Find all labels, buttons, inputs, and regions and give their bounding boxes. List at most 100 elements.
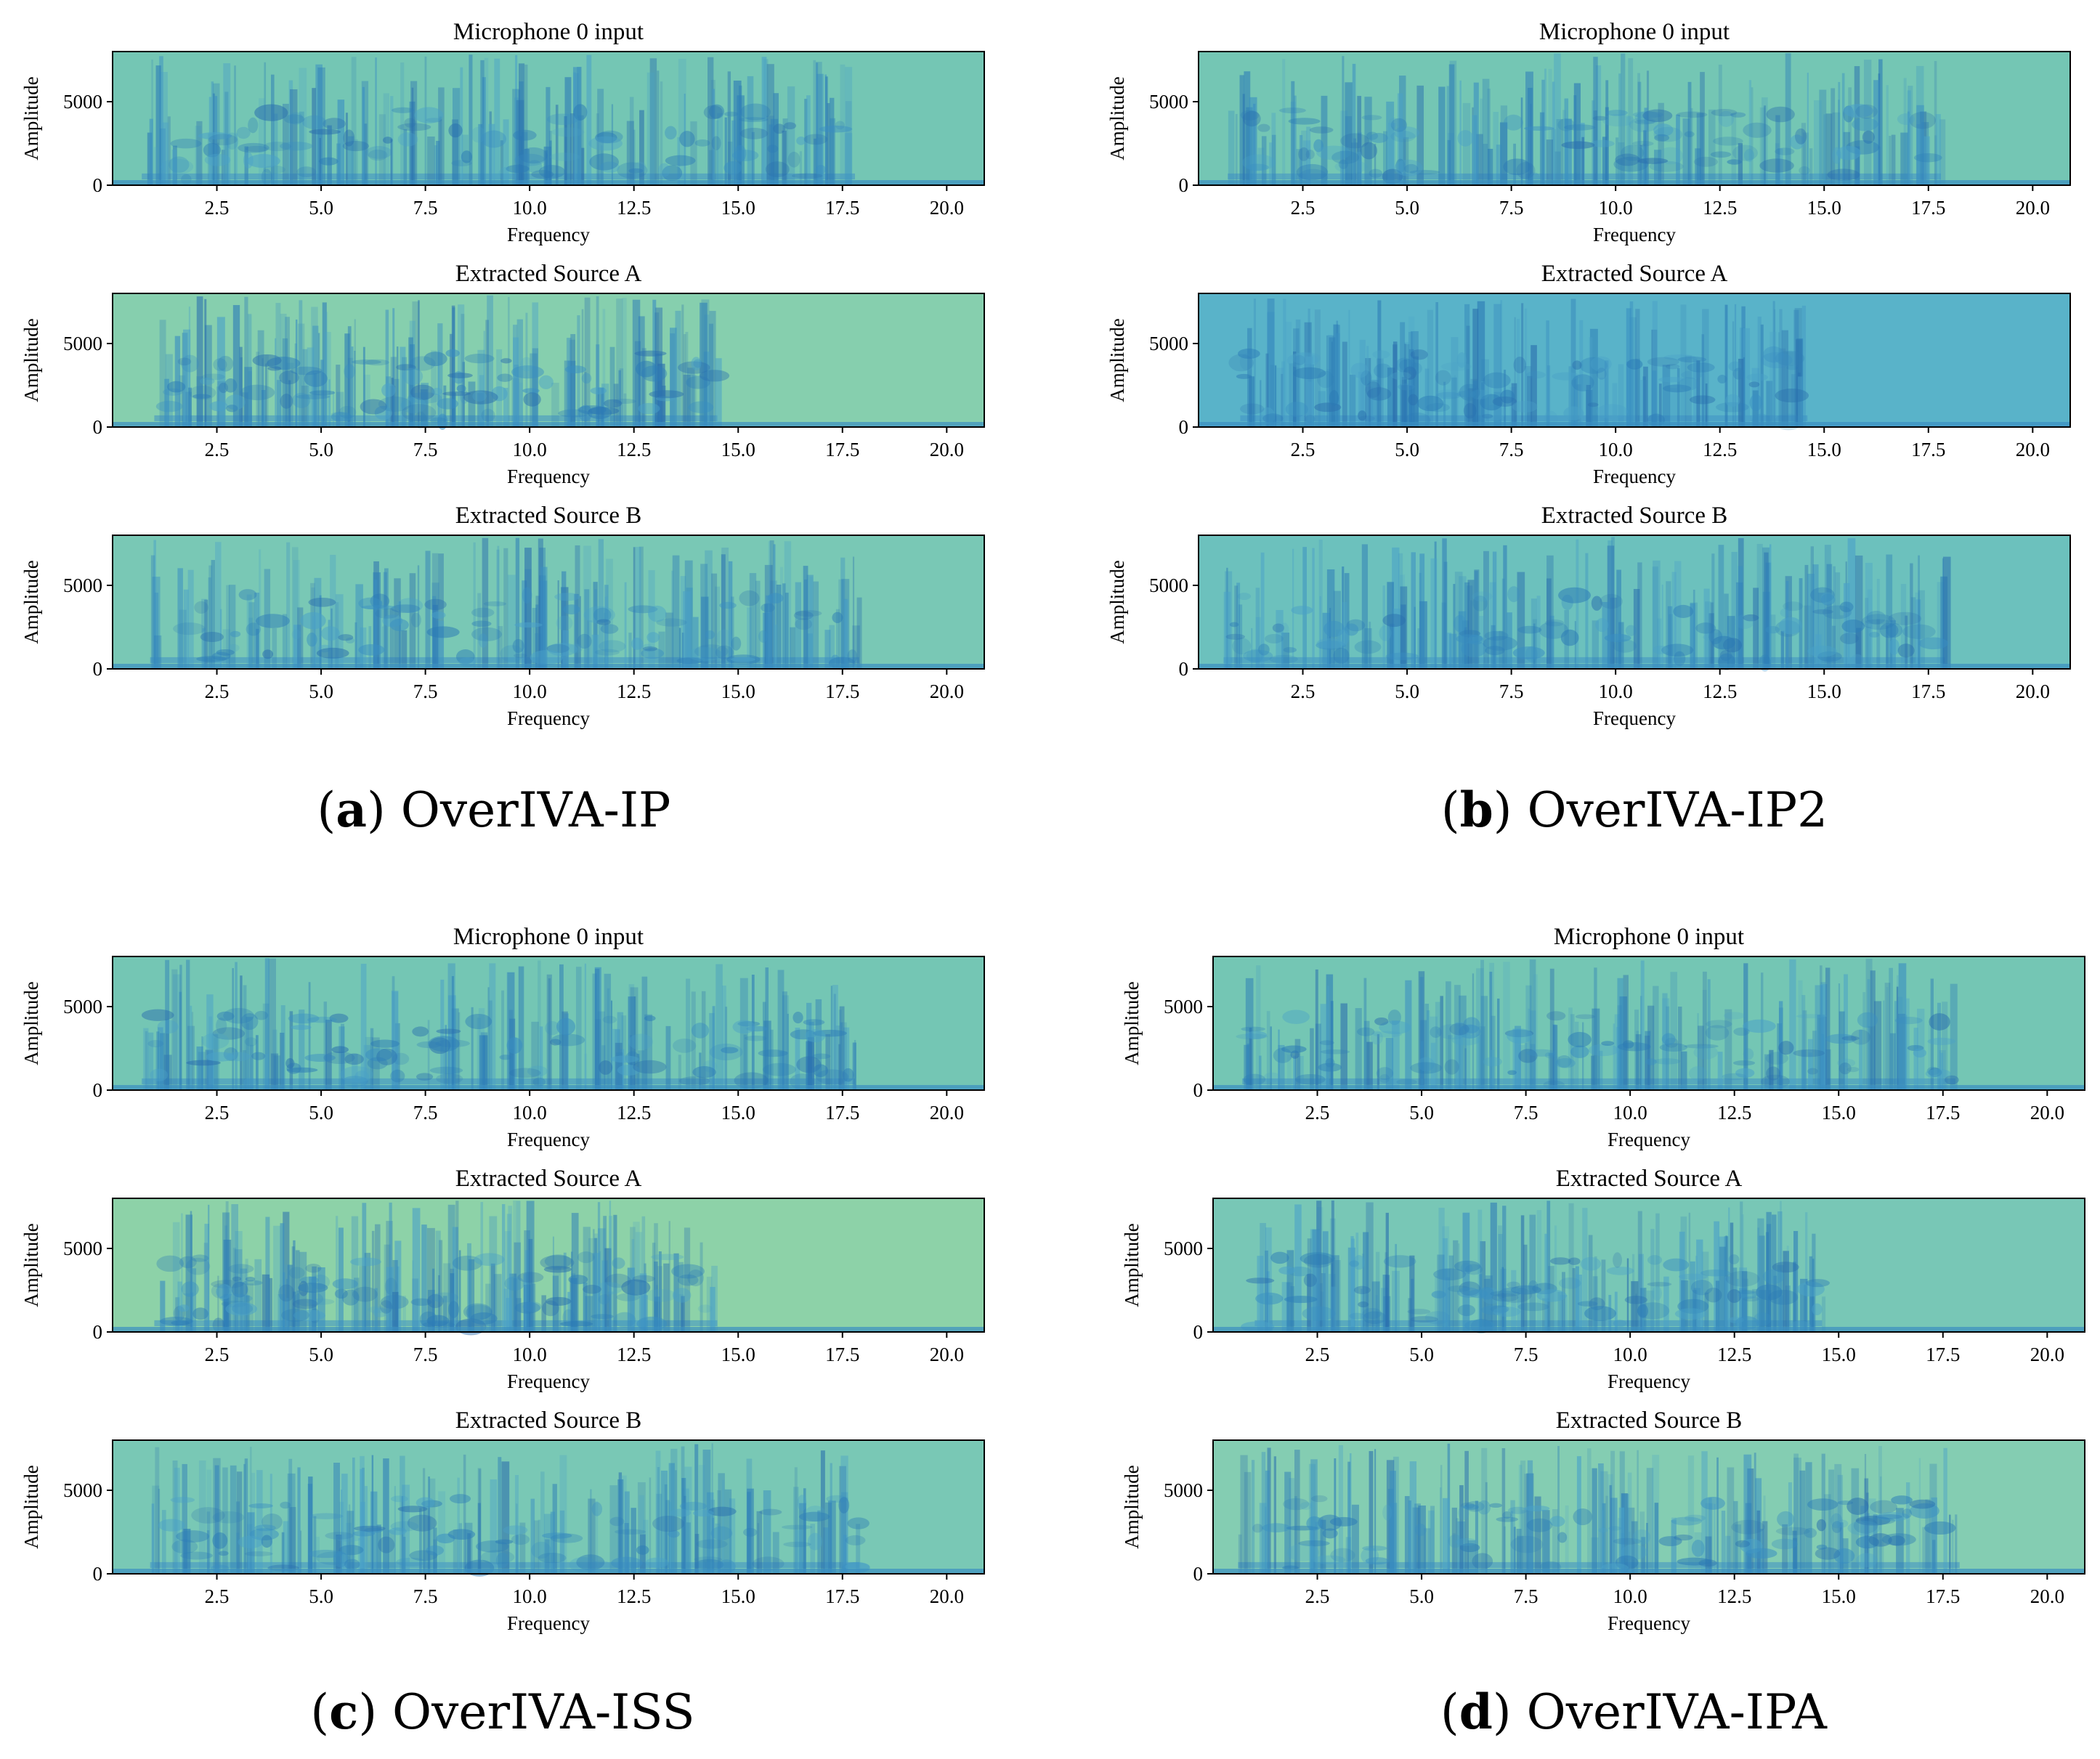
formant-blob	[194, 601, 208, 614]
formant-blob	[1373, 1031, 1402, 1038]
formant-blob	[1510, 1535, 1544, 1553]
formant-blob	[1463, 1504, 1479, 1511]
formant-blob	[404, 118, 416, 128]
energy-stripe	[1779, 1001, 1783, 1090]
energy-stripe	[396, 346, 399, 427]
formant-blob	[192, 394, 211, 399]
formant-blob	[1759, 158, 1794, 173]
energy-stripe	[1592, 620, 1599, 669]
energy-stripe	[1743, 357, 1745, 427]
x-axis-label: Frequency	[507, 1129, 590, 1150]
energy-stripe	[1557, 1291, 1563, 1332]
energy-stripe	[1266, 1011, 1270, 1090]
formant-blob	[1647, 357, 1679, 367]
formant-blob	[847, 1517, 869, 1530]
formant-blob	[1410, 362, 1422, 375]
energy-stripe	[216, 317, 225, 427]
energy-stripe	[1498, 1225, 1502, 1332]
energy-stripe	[1481, 1447, 1488, 1574]
energy-stripe	[250, 1447, 252, 1574]
energy-stripe	[1951, 1519, 1954, 1574]
energy-stripe	[1768, 1290, 1772, 1332]
energy-stripe	[195, 126, 202, 185]
energy-stripe	[1652, 566, 1658, 669]
energy-stripe	[1662, 365, 1671, 427]
energy-stripe	[1915, 599, 1921, 669]
formant-blob	[687, 1270, 704, 1287]
energy-stripe	[1923, 136, 1930, 185]
y-axis-label: Amplitude	[1121, 1465, 1143, 1549]
energy-stripe	[1342, 341, 1347, 427]
energy-stripe	[1448, 64, 1455, 185]
energy-stripe	[1316, 1201, 1322, 1332]
energy-stripe	[1714, 1221, 1720, 1332]
energy-stripe	[338, 1227, 344, 1332]
formant-blob	[1793, 1049, 1825, 1057]
formant-blob	[1331, 150, 1360, 164]
energy-stripe	[308, 1476, 313, 1574]
energy-stripe	[289, 89, 298, 185]
energy-stripe	[1364, 97, 1372, 185]
formant-blob	[1700, 1270, 1731, 1277]
energy-stripe	[1581, 137, 1584, 185]
energy-stripe	[485, 1283, 491, 1332]
energy-stripe	[813, 60, 816, 186]
energy-stripe	[235, 1532, 240, 1574]
formant-blob	[309, 129, 341, 135]
energy-stripe	[1600, 378, 1607, 427]
energy-stripe	[503, 548, 508, 669]
energy-stripe	[548, 978, 551, 1090]
energy-stripe	[1688, 1212, 1691, 1332]
x-tick-label: 2.5	[1305, 1585, 1330, 1607]
x-axis-label: Frequency	[507, 1612, 590, 1634]
formant-blob	[1507, 1070, 1517, 1076]
formant-blob	[1409, 169, 1440, 175]
energy-stripe	[1409, 1255, 1415, 1332]
energy-stripe	[480, 60, 485, 185]
energy-stripe	[635, 547, 641, 669]
energy-stripe	[1501, 1267, 1504, 1332]
energy-stripe	[724, 1489, 732, 1574]
energy-stripe	[545, 1539, 550, 1574]
formant-blob	[360, 399, 387, 415]
energy-stripe	[240, 975, 243, 1090]
formant-blob	[1796, 1014, 1828, 1019]
energy-stripe	[1275, 365, 1277, 427]
energy-stripe	[506, 1214, 512, 1332]
formant-blob	[302, 115, 327, 129]
energy-stripe	[402, 1537, 406, 1574]
formant-blob	[267, 366, 282, 371]
energy-stripe	[691, 991, 696, 1090]
subplot-title: Extracted Source A	[455, 261, 642, 287]
energy-stripe	[709, 311, 716, 427]
energy-stripe	[598, 539, 604, 669]
energy-stripe	[1725, 1535, 1731, 1574]
energy-stripe	[1939, 119, 1946, 185]
energy-stripe	[538, 960, 541, 1090]
energy-stripe	[256, 1035, 259, 1090]
energy-stripe	[375, 1224, 381, 1332]
formant-blob	[1693, 1045, 1718, 1060]
energy-stripe	[1819, 89, 1827, 186]
energy-stripe	[1792, 1530, 1797, 1574]
energy-stripe	[1276, 367, 1284, 427]
energy-stripe	[1493, 631, 1500, 669]
energy-stripe	[1418, 1505, 1426, 1574]
energy-stripe	[1651, 370, 1657, 427]
energy-stripe	[555, 105, 559, 185]
x-tick-label: 15.0	[1807, 197, 1841, 219]
formant-blob	[1844, 104, 1873, 118]
energy-stripe	[1807, 1039, 1813, 1090]
energy-stripe	[1655, 1213, 1660, 1332]
energy-stripe	[341, 1053, 345, 1090]
energy-stripe	[196, 376, 203, 427]
x-tick-label: 12.5	[617, 1102, 651, 1124]
formant-blob	[1743, 614, 1759, 622]
energy-stripe	[806, 574, 814, 669]
energy-stripe	[438, 87, 445, 185]
energy-stripe	[1377, 300, 1382, 427]
energy-stripe	[1338, 325, 1340, 427]
energy-stripe	[525, 312, 528, 427]
formant-blob	[1925, 1068, 1951, 1078]
energy-stripe	[269, 1277, 272, 1332]
